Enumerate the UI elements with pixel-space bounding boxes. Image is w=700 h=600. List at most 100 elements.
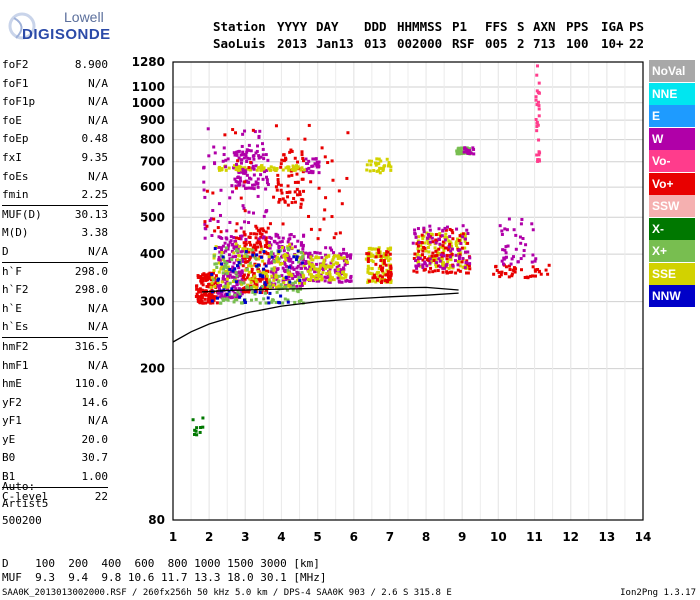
param-value: 9.35 [81,150,109,164]
echo-point [315,262,319,266]
echo-point [291,281,295,285]
echo-point [309,227,313,231]
param-row: foF1 N/A [2,75,108,94]
echo-point [292,235,296,239]
echo-point [205,224,209,228]
echo-point [223,260,227,264]
echo-point [420,233,424,237]
globe-logo-icon [8,12,36,40]
echo-point [236,279,240,283]
echo-point [258,274,262,278]
echo-point [196,297,200,301]
echo-point [255,149,259,153]
echo-point [340,256,344,260]
echo-point [255,283,259,287]
echo-point [388,257,392,261]
echo-point [219,230,223,234]
echo-point [288,150,292,154]
echo-point [255,232,259,236]
echo-point [295,284,299,288]
echo-point [311,157,315,161]
header-label-3: DDD [364,19,387,34]
echo-point [301,254,305,258]
echo-point [287,237,291,241]
auto-artist: Artist5 [2,497,49,510]
echo-point [446,248,450,252]
param-row: foE N/A [2,112,108,131]
echo-point [241,281,245,285]
echo-point [222,153,226,157]
echo-point [199,296,203,300]
echo-point [247,248,251,252]
x-tick-label: 12 [562,530,579,544]
echo-point [235,295,239,299]
echo-point [261,153,265,157]
echo-point [221,271,225,275]
echo-point [324,196,328,200]
echo-point [207,282,211,286]
x-tick-label: 13 [598,530,615,544]
echo-point [254,236,258,240]
echo-point [501,248,505,252]
echo-point [416,244,420,248]
echo-point [416,256,420,260]
echo-point [210,278,214,282]
echo-point [275,257,279,261]
echo-point [534,95,538,99]
echo-point [268,222,272,226]
echo-point [455,227,459,231]
echo-point [216,284,220,288]
echo-point [268,241,272,245]
echo-point [234,242,238,246]
echo-point [224,277,228,281]
echo-point [221,277,225,281]
legend-item: E [649,105,695,127]
echo-point [221,297,225,301]
legend-item: W [649,127,695,150]
echo-point [257,154,261,158]
echo-point [287,248,291,252]
echo-point [312,264,316,268]
echo-point [217,255,221,259]
echo-point [206,275,210,279]
echo-point [298,256,302,260]
echo-point [231,255,235,259]
echo-point [254,246,258,250]
echo-point [198,295,202,299]
echo-point [232,300,236,304]
echo-point [537,153,541,157]
param-value: 316.5 [74,339,108,353]
echo-point [256,144,260,148]
echo-point [297,260,301,264]
header-label-10: IGA [601,19,624,34]
echo-point [251,128,255,132]
echo-point [302,159,306,163]
echo-point [344,259,348,263]
echo-point [315,279,319,283]
echo-point [202,289,206,293]
echo-point [243,209,247,213]
echo-point [282,276,286,280]
echo-point [217,202,221,206]
echo-point [458,253,462,257]
echo-point [235,298,239,302]
echo-point [242,156,246,160]
echo-point [247,235,251,239]
echo-point [201,276,205,280]
echo-point [211,278,215,282]
echo-point [537,104,541,108]
param-row: hmF1 N/A [2,357,108,376]
echo-point [251,277,255,281]
echo-point [259,245,263,249]
echo-point [240,278,244,282]
echo-point [458,251,462,255]
echo-point [285,254,289,258]
echo-point [282,268,286,272]
echo-point [292,165,296,169]
x-tick-label: 5 [313,530,321,544]
echo-point [223,272,227,276]
echo-point [388,274,392,278]
echo-point [228,281,232,285]
echo-point [342,259,346,263]
echo-point [243,244,247,248]
